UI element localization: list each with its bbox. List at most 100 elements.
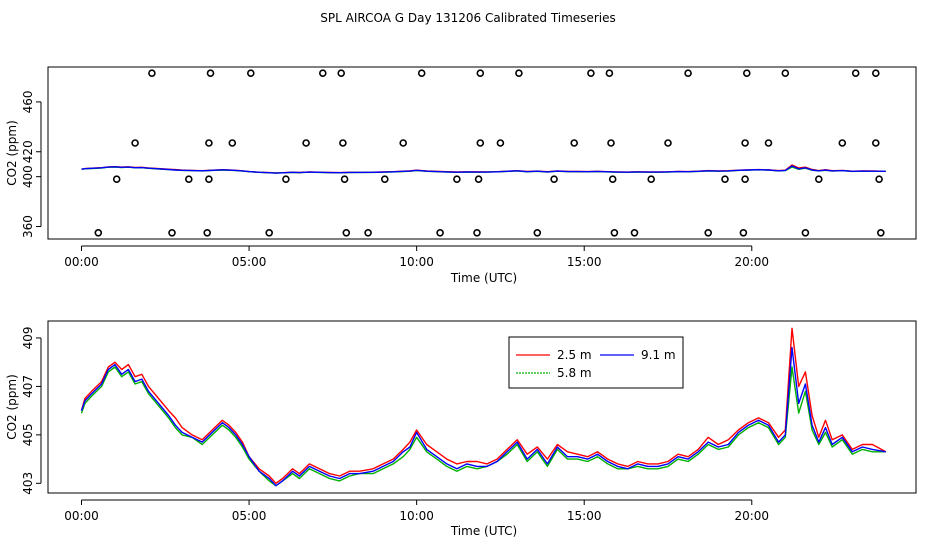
calibration-point <box>206 69 215 77</box>
series-line-2-5-m <box>80 327 887 484</box>
calibration-point <box>436 229 444 237</box>
calibration-point <box>721 175 729 183</box>
calibration-point <box>550 175 558 183</box>
legend-label-5-8m: 5.8 m <box>557 366 592 380</box>
calibration-point <box>742 69 751 77</box>
calibration-point <box>148 69 156 77</box>
x-tick-label: 15:00 <box>567 255 602 269</box>
calibration-point <box>630 229 639 237</box>
calibration-point <box>453 175 461 183</box>
x-tick-label: 20:00 <box>734 255 769 269</box>
calibration-point <box>203 229 211 237</box>
calibration-point <box>801 229 810 237</box>
plot-frame-top <box>47 66 917 240</box>
y-tick-label: 420 <box>21 140 35 163</box>
calibration-point <box>247 69 255 77</box>
x-tick-label: 20:00 <box>734 509 769 523</box>
calibration-point <box>185 175 193 183</box>
calibration-point <box>476 69 485 77</box>
calibration-point <box>168 229 176 237</box>
x-axis-label-bottom: Time (UTC) <box>450 524 517 538</box>
calibration-point <box>339 139 347 147</box>
calibration-point <box>605 69 614 77</box>
calibration-point <box>474 175 483 183</box>
calibration-point <box>610 229 619 237</box>
y-tick-label: 407 <box>21 375 35 398</box>
series-lines-top <box>81 164 886 174</box>
calibration-point <box>871 139 880 147</box>
calibration-point <box>417 69 426 77</box>
calibration-point <box>340 175 349 183</box>
calibration-point <box>265 229 274 237</box>
y-axis-top: 360 400 420 460 <box>21 90 42 238</box>
calibration-point <box>741 175 749 183</box>
calibration-point <box>399 139 408 147</box>
calibration-point <box>570 139 579 147</box>
panel-timeseries-zoom: CO2 (ppm) Time (UTC) 00:00 05:00 10:00 15:0… <box>5 320 917 538</box>
calibration-point <box>473 229 481 237</box>
calibration-point <box>112 175 121 183</box>
panel-timeseries-calibration: CO2 (ppm) Time (UTC) 00:00 05:00 10:00 15:0… <box>5 66 917 285</box>
x-tick-label: 00:00 <box>64 509 99 523</box>
calibration-point <box>318 69 327 77</box>
calibration-point <box>302 139 310 147</box>
x-tick-label: 10:00 <box>399 255 434 269</box>
calibration-point <box>608 175 617 183</box>
calibration-point <box>380 175 389 183</box>
calibration-point <box>515 69 523 77</box>
x-axis-label-top: Time (UTC) <box>450 271 517 285</box>
calibration-point <box>205 139 213 147</box>
legend-box <box>508 336 684 389</box>
calibration-points <box>94 69 885 237</box>
calibration-point <box>94 229 103 237</box>
calibration-point <box>814 175 823 183</box>
x-tick-label: 05:00 <box>232 509 267 523</box>
calibration-point <box>607 139 615 147</box>
series-line-9-1-m <box>80 346 886 487</box>
calibration-point <box>364 229 372 237</box>
calibration-point <box>684 69 692 77</box>
y-tick-label: 405 <box>21 423 35 446</box>
calibration-point <box>228 139 237 147</box>
y-axis-bottom: 403 405 407 409 <box>21 327 42 495</box>
calibration-point <box>205 175 213 183</box>
calibration-point <box>342 229 351 237</box>
y-axis-label-bottom: CO2 (ppm) <box>5 374 19 440</box>
y-tick-label: 400 <box>21 165 35 188</box>
calibration-point <box>764 139 773 147</box>
x-tick-label: 10:00 <box>399 509 434 523</box>
calibration-point <box>741 139 749 147</box>
calibration-point <box>337 69 346 77</box>
x-axis-top: 00:00 05:00 10:00 15:00 20:00 <box>64 245 769 269</box>
calibration-point <box>533 229 542 237</box>
calibration-point <box>647 175 656 183</box>
y-tick-label: 460 <box>21 90 35 113</box>
series-lines-bottom <box>80 327 887 487</box>
calibration-point <box>851 69 860 77</box>
x-tick-label: 00:00 <box>64 255 99 269</box>
legend-label-2-5m: 2.5 m <box>557 348 592 362</box>
calibration-point <box>876 229 885 237</box>
legend: 2.5 m 5.8 m 9.1 m <box>508 336 684 389</box>
legend-label-9-1m: 9.1 m <box>641 348 676 362</box>
figure-title: SPL AIRCOA G Day 131206 Calibrated Times… <box>320 11 615 25</box>
x-tick-label: 05:00 <box>232 255 267 269</box>
calibration-point <box>704 229 713 237</box>
calibration-point <box>781 69 790 77</box>
plot-frame-bottom <box>47 320 917 494</box>
calibration-point <box>871 69 880 77</box>
calibration-point <box>476 139 485 147</box>
calibration-point <box>282 175 290 183</box>
y-tick-label: 409 <box>21 327 35 350</box>
calibration-point <box>587 69 595 77</box>
calibration-point <box>739 229 748 237</box>
calibration-point <box>496 139 505 147</box>
calibration-point <box>664 139 672 147</box>
calibration-point <box>838 139 847 147</box>
calibration-point <box>875 175 883 183</box>
y-tick-label: 360 <box>21 215 35 238</box>
calibration-point <box>131 139 139 147</box>
x-axis-bottom: 00:00 05:00 10:00 15:00 20:00 <box>64 499 769 523</box>
